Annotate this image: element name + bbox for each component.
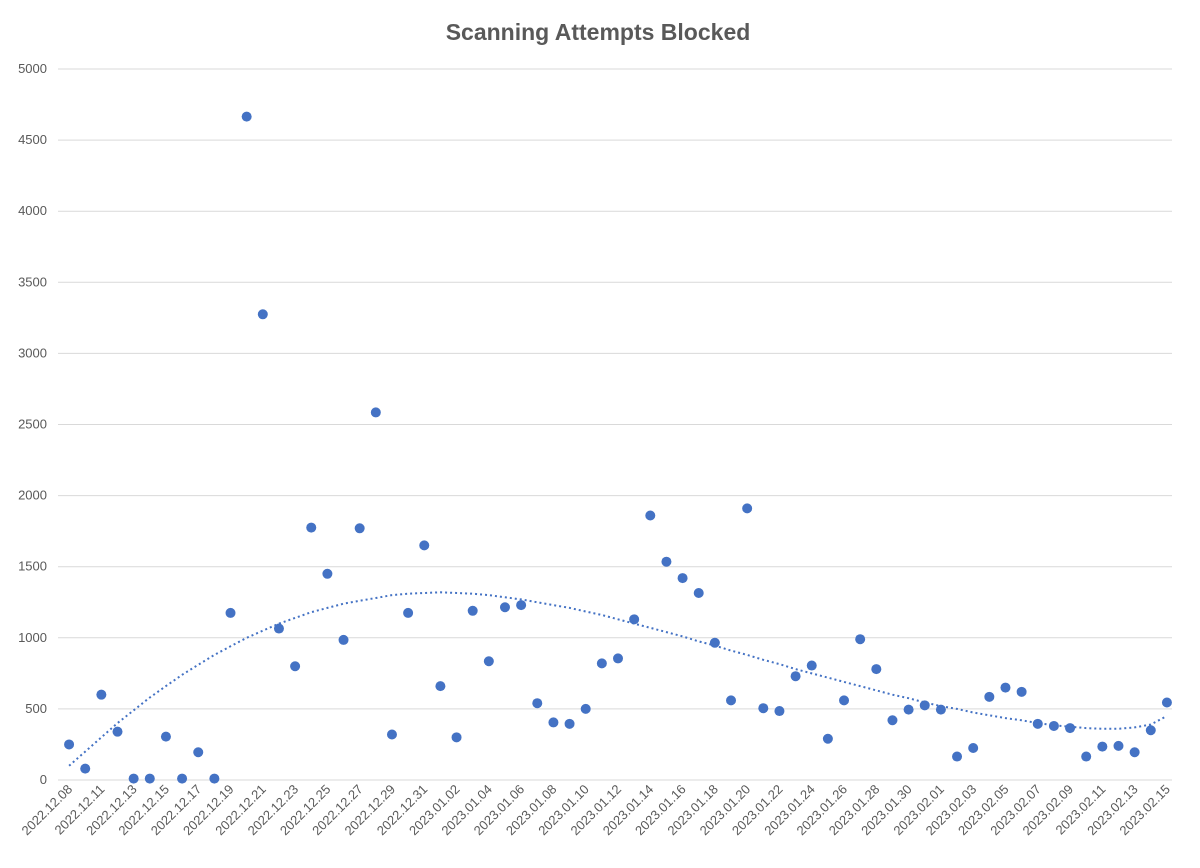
point xyxy=(193,747,204,758)
chart-title: Scanning Attempts Blocked xyxy=(446,19,751,45)
point xyxy=(968,743,979,754)
point xyxy=(516,600,527,611)
y-tick-label: 1500 xyxy=(18,559,47,574)
point xyxy=(451,732,462,743)
point xyxy=(839,695,850,706)
point xyxy=(693,588,704,599)
y-tick-label: 2000 xyxy=(18,488,47,503)
point xyxy=(306,522,317,533)
point xyxy=(112,726,123,737)
point xyxy=(548,717,559,728)
point xyxy=(742,503,753,514)
point xyxy=(984,691,995,702)
point xyxy=(645,510,656,521)
point xyxy=(871,664,882,675)
point xyxy=(709,637,720,648)
point xyxy=(1000,682,1011,693)
point xyxy=(1097,741,1108,752)
point xyxy=(758,703,769,714)
point xyxy=(435,681,446,692)
point xyxy=(80,763,91,774)
point xyxy=(354,523,365,534)
point xyxy=(338,634,349,645)
point xyxy=(96,689,107,700)
point xyxy=(661,556,672,567)
point xyxy=(322,568,333,579)
point xyxy=(822,733,833,744)
y-tick-label: 4000 xyxy=(18,203,47,218)
point xyxy=(128,773,139,784)
point xyxy=(209,773,220,784)
point xyxy=(629,614,640,625)
point xyxy=(580,703,591,714)
point xyxy=(1048,720,1059,731)
point xyxy=(386,729,397,740)
point xyxy=(419,540,430,551)
point xyxy=(596,658,607,669)
point xyxy=(177,773,188,784)
point xyxy=(952,751,963,762)
point xyxy=(887,715,898,726)
point xyxy=(290,661,301,672)
y-tick-label: 3500 xyxy=(18,274,47,289)
point xyxy=(903,704,914,715)
y-tick-label: 1000 xyxy=(18,630,47,645)
point xyxy=(613,653,623,664)
point xyxy=(564,718,575,729)
point xyxy=(1065,723,1076,734)
point xyxy=(919,700,930,711)
point xyxy=(241,111,252,122)
point xyxy=(64,739,75,750)
y-tick-label: 4500 xyxy=(18,132,47,147)
point xyxy=(499,602,510,613)
point xyxy=(1129,747,1140,758)
point xyxy=(726,695,737,706)
y-tick-label: 2500 xyxy=(18,417,47,432)
point xyxy=(774,706,785,717)
y-tick-label: 500 xyxy=(25,701,47,716)
point xyxy=(1113,740,1124,751)
point xyxy=(1032,718,1043,729)
point xyxy=(225,607,236,618)
point xyxy=(403,607,414,618)
point xyxy=(144,773,155,784)
point xyxy=(935,704,946,715)
point xyxy=(806,660,817,671)
y-tick-label: 0 xyxy=(40,772,47,787)
point xyxy=(273,623,284,634)
y-tick-label: 3000 xyxy=(18,345,47,360)
point xyxy=(483,656,494,667)
point xyxy=(855,634,866,645)
point xyxy=(790,671,801,682)
point xyxy=(677,573,688,584)
trendline xyxy=(68,591,1168,767)
point xyxy=(1161,697,1172,708)
point xyxy=(1016,686,1027,697)
point xyxy=(532,698,543,709)
point xyxy=(370,407,381,418)
point xyxy=(1145,725,1156,736)
point xyxy=(1081,751,1092,762)
y-tick-label: 5000 xyxy=(18,61,47,76)
point xyxy=(467,605,478,616)
point xyxy=(257,309,268,320)
point xyxy=(160,731,171,742)
